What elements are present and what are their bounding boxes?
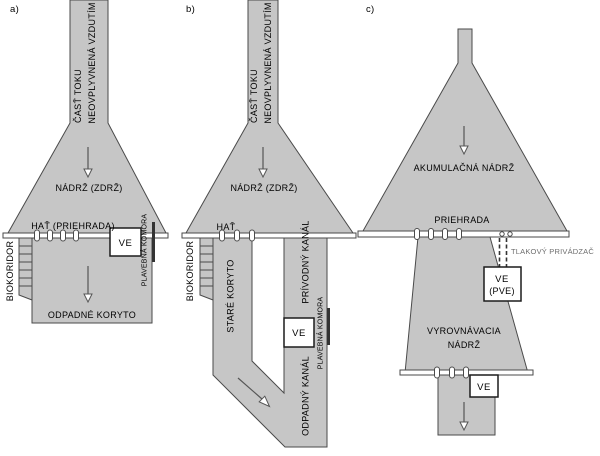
panel-c-balancing-label-2: NÁDRŽ [448,340,481,350]
panel-b-fish-ladder-icon [199,237,214,301]
panel-a-fish-ladder-icon [18,237,33,301]
gate-icon [463,366,469,379]
panel-b-old-riverbed-label: STARÉ KORYTO [226,259,236,332]
gate-icon [47,229,53,242]
gate-icon [249,229,255,242]
panel-a-dam-label: HAŤ (PRIEHRADA) [31,221,115,231]
flow-arrow-icon [83,147,93,179]
panel-a-lock-label: PLAVEBNÁ KOMORA [140,214,149,287]
gate-icon [428,228,434,240]
gate-icon [60,229,66,242]
gate-icon [456,228,462,240]
panel-a-powerhouse-box [109,227,142,257]
flow-arrow-icon [258,147,268,179]
panel-c-powerhouse2-box [469,374,499,398]
panel-a-flow-label-2: NEOVPLYVNENÁ VZDUTÍM [87,2,97,123]
panel-c-powerhouse2-label: VE [477,382,491,393]
panel-a-powerhouse-label: VE [119,238,133,249]
gate-icon [414,228,420,240]
panel-b-dam-label: HAŤ [217,222,236,232]
gate-icon [442,228,448,240]
panel-c: c) AKUMULAČNÁ NÁDRŽ PRIEHRADA TLAKOVÝ PR… [357,4,594,436]
panel-a-label: a) [10,4,19,15]
panel-c-pumped-powerhouse-box [483,266,522,302]
panel-b-flow-label-2: NEOVPLYVNENÁ VZDUTÍM [263,2,273,123]
panel-a-reservoir-label: NÁDRŽ (ZDRŽ) [55,183,122,193]
panel-c-pumped-powerhouse-label-2: (PVE) [489,286,515,296]
flow-arrow-icon [237,377,271,408]
panel-b: b) ČASŤ TOKU NEOVPLYVNENÁ VZDUTÍM NÁDRŽ … [181,0,357,448]
panel-c-penstock-dashed-line [498,238,508,267]
panel-b-reservoir-label: NÁDRŽ (ZDRŽ) [230,183,297,193]
panel-c-balancing-label-1: VYROVNÁVACIA [427,326,501,336]
panel-b-tailrace-label: ODPADNÝ KANÁL [301,356,311,436]
panel-a-tailrace-label: ODPADNÉ KORYTO [48,310,136,320]
panel-b-dam-crest [181,232,357,239]
gate-icon [219,229,225,242]
penstock-intake-icon [499,231,505,237]
panel-c-pumped-powerhouse-label-1: VE [495,274,509,285]
panel-b-headrace-label: PRÍVODNÝ KANÁL [301,220,311,303]
gate-icon [73,229,79,242]
panel-c-penstock-label: TLAKOVÝ PRIVÁDZAČ [511,247,594,256]
panel-c-accumulation-reservoir [362,28,568,232]
gate-icon [449,366,455,379]
panel-b-fishpass-label: BIOKORIDOR [185,241,195,302]
penstock-intake-icon [507,231,513,237]
panel-c-dam-label: PRIEHRADA [434,215,489,225]
panel-b-flow-label-1: ČASŤ TOKU [249,69,259,123]
gate-icon [234,229,240,242]
flow-arrow-icon [459,126,469,156]
panel-c-balancing-reservoir [404,236,529,374]
panel-a-flow-label-1: ČASŤ TOKU [73,69,83,123]
panel-a-fishpass-label: BIOKORIDOR [5,241,15,302]
panel-b-lock-label: PLAVEBNÁ KOMORA [316,297,325,370]
panel-b-powerhouse-label: VE [292,328,306,339]
gate-icon [434,366,440,379]
panel-a: a) ČASŤ TOKU NEOVPLYVNENÁ VZDUTÍM NÁDRŽ … [2,0,169,324]
panel-c-label: c) [366,4,375,15]
panel-c-reservoir-label: AKUMULAČNÁ NÁDRŽ [414,163,515,173]
gate-icon [34,229,40,242]
flow-arrow-icon [459,402,469,432]
panel-a-dam-crest [2,232,169,239]
flow-arrow-icon [83,266,93,304]
panel-b-powerhouse-box [283,317,315,348]
panel-c-main-dam-crest [357,230,570,238]
panel-b-label: b) [186,4,195,15]
